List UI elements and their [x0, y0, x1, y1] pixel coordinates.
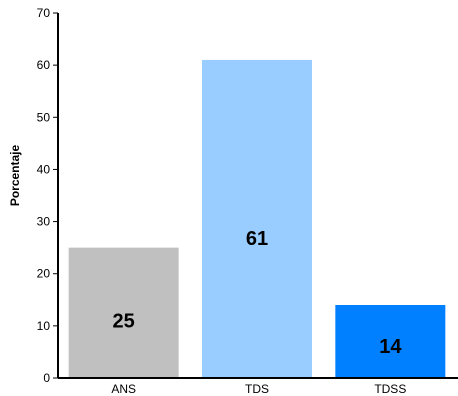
y-axis-title: Porcentaje — [8, 144, 22, 206]
y-tick-label: 50 — [37, 110, 51, 124]
data-label-tdss: 14 — [379, 336, 402, 358]
x-tick-label-tdss: TDSS — [374, 382, 406, 396]
bar-group — [68, 59, 446, 379]
y-tick-label: 40 — [37, 162, 51, 176]
x-axis-labels: ANS TDS TDSS — [111, 382, 406, 396]
y-tick-label: 30 — [37, 215, 51, 229]
bar-tdss — [335, 305, 446, 378]
x-tick-label-tds: TDS — [245, 382, 269, 396]
value-label-group: 25 61 14 — [113, 228, 403, 358]
y-tick-label: 60 — [37, 58, 51, 72]
y-tick-label: 0 — [43, 371, 50, 385]
x-tick-label-ans: ANS — [111, 382, 136, 396]
y-tick-label: 70 — [37, 6, 51, 20]
y-axis-ticks: 0 10 20 30 40 50 60 70 — [37, 6, 58, 385]
bar-tds — [202, 59, 312, 379]
data-label-ans: 25 — [113, 311, 135, 333]
y-tick-label: 20 — [37, 267, 51, 281]
y-tick-label: 10 — [37, 319, 51, 333]
data-label-tds: 61 — [246, 228, 268, 250]
bar-ans — [68, 247, 179, 378]
